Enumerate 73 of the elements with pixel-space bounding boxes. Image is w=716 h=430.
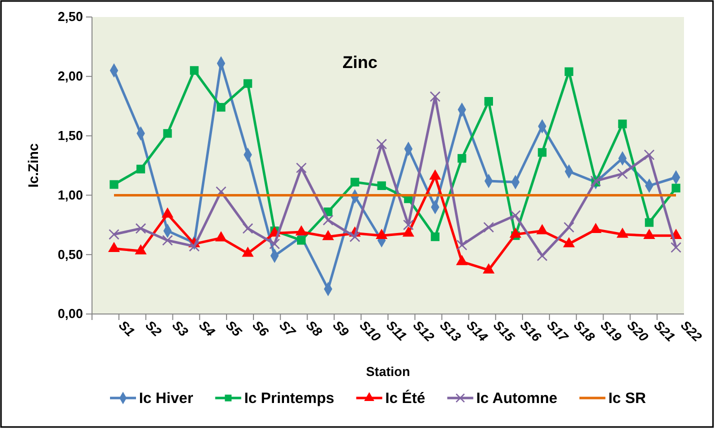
point bbox=[216, 102, 226, 112]
point bbox=[322, 214, 334, 226]
point bbox=[349, 231, 360, 242]
y-tick-label: 1,00 bbox=[58, 187, 83, 202]
x-tick-label: S14 bbox=[464, 318, 492, 346]
point bbox=[243, 79, 252, 88]
legend-label: Ic Printemps bbox=[244, 390, 334, 407]
x-tick-label: S3 bbox=[169, 318, 192, 340]
y-tick-label: 0,50 bbox=[58, 246, 83, 262]
point bbox=[242, 223, 254, 234]
x-tick-label: S22 bbox=[678, 318, 706, 346]
y-tick-label: 0,00 bbox=[58, 306, 83, 322]
x-tick-label: S17 bbox=[544, 318, 572, 346]
point bbox=[297, 236, 306, 245]
point bbox=[403, 220, 414, 230]
point bbox=[670, 242, 682, 253]
point bbox=[296, 162, 307, 174]
legend-label: Ic SR bbox=[608, 390, 646, 407]
x-tick-label: S5 bbox=[222, 318, 246, 340]
point bbox=[458, 154, 466, 163]
point bbox=[188, 240, 200, 252]
x-tick-label: S11 bbox=[384, 318, 410, 344]
point bbox=[538, 148, 547, 157]
x-tick-label: S19 bbox=[598, 318, 626, 346]
point bbox=[163, 129, 172, 138]
x-axis-title: Station bbox=[366, 364, 410, 379]
point bbox=[108, 229, 120, 240]
x-tick-label: S9 bbox=[330, 318, 352, 340]
point bbox=[376, 138, 387, 150]
x-tick-label: S13 bbox=[437, 318, 465, 346]
y-tick-label: 2,00 bbox=[58, 68, 83, 84]
point bbox=[483, 222, 494, 233]
x-tick-label: S6 bbox=[250, 318, 272, 340]
point bbox=[430, 232, 440, 242]
y-tick-label: 2,50 bbox=[58, 9, 83, 24]
point bbox=[564, 222, 574, 233]
x-tick-label: S12 bbox=[410, 318, 438, 346]
point bbox=[269, 238, 280, 250]
x-tick-label: S20 bbox=[624, 318, 652, 346]
x-tick-label: S21 bbox=[651, 318, 678, 344]
point bbox=[162, 234, 173, 246]
x-tick-label: S15 bbox=[490, 318, 518, 346]
point bbox=[617, 168, 628, 180]
point bbox=[536, 250, 548, 262]
x-tick-label: S18 bbox=[570, 318, 598, 346]
y-tick-label: 1,50 bbox=[58, 128, 83, 143]
x-tick-label: S4 bbox=[196, 318, 219, 340]
point bbox=[190, 66, 199, 75]
x-tick-label: S1 bbox=[116, 318, 138, 340]
point bbox=[564, 67, 574, 76]
x-tick-label: S8 bbox=[303, 318, 326, 340]
point bbox=[644, 218, 654, 227]
point bbox=[484, 97, 493, 106]
x-tick-label: S16 bbox=[517, 318, 545, 346]
x-tick-label: S7 bbox=[276, 318, 299, 340]
point bbox=[110, 180, 118, 189]
point bbox=[644, 149, 655, 160]
y-axis-title: Ic.Zinc bbox=[25, 143, 41, 188]
point bbox=[350, 178, 360, 186]
point bbox=[136, 164, 146, 174]
x-tick-label: S2 bbox=[142, 318, 166, 340]
legend-label: Ic Hiver bbox=[139, 390, 194, 407]
point bbox=[672, 184, 680, 192]
legend-label: Ic Été bbox=[385, 389, 426, 407]
point bbox=[618, 120, 627, 128]
point bbox=[430, 91, 441, 102]
text: Zinc bbox=[342, 53, 378, 72]
point bbox=[510, 210, 521, 221]
point bbox=[135, 223, 146, 234]
point bbox=[377, 181, 386, 190]
legend-label: Ic Automne bbox=[476, 390, 558, 407]
point bbox=[456, 240, 468, 250]
x-tick-label: S10 bbox=[356, 318, 384, 346]
